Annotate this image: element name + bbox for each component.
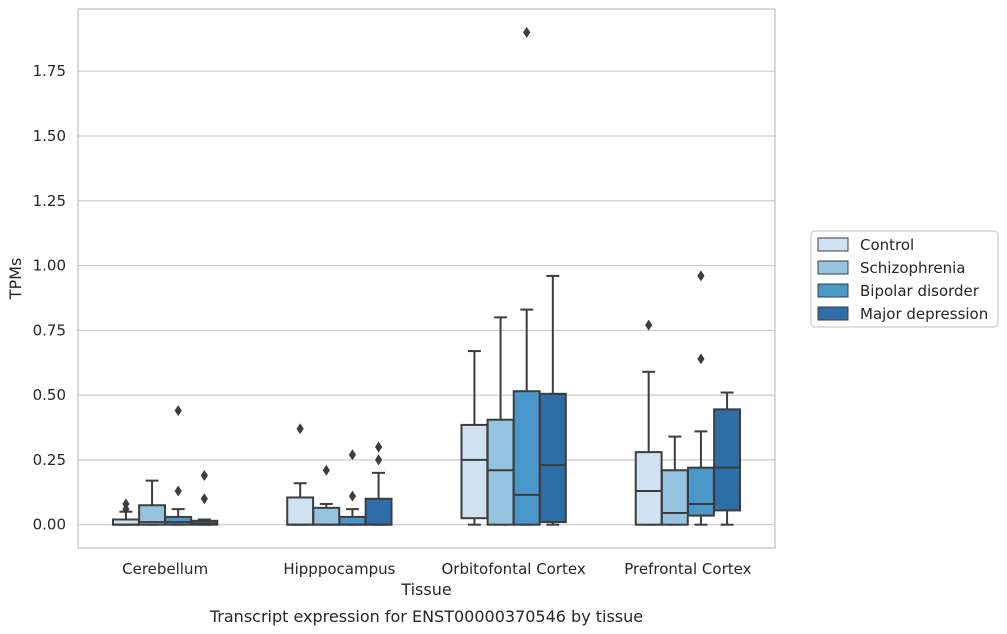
legend-label: Schizophrenia [860, 259, 965, 277]
gridlines [78, 70, 775, 526]
series-group [164, 26, 715, 526]
chart-caption: Transcript expression for ENST0000037054… [209, 607, 643, 626]
y-tick-label: 0.50 [33, 386, 66, 404]
box [138, 479, 166, 526]
legend-swatch [817, 260, 849, 275]
box-body [634, 451, 663, 526]
flier-point [645, 319, 653, 331]
box [190, 469, 219, 526]
legend-swatch [817, 237, 849, 252]
plot-border [77, 8, 776, 549]
x-tick-label: Prefrontal Cortex [624, 560, 751, 578]
y-tick-label: 0.00 [33, 516, 66, 534]
box-body [660, 469, 689, 526]
y-tick-label: 1.00 [33, 257, 66, 275]
legend: Control Schizophrenia Bipolar disorder Majo… [810, 230, 999, 328]
box [512, 26, 541, 526]
box [164, 405, 193, 526]
box-body [338, 515, 367, 526]
box-body [687, 466, 715, 517]
y-tick-label: 1.75 [33, 62, 66, 80]
box [286, 423, 315, 526]
legend-item: Schizophrenia [817, 259, 965, 277]
flier-point [374, 454, 383, 466]
box [312, 464, 341, 526]
flier-point [348, 449, 357, 461]
y-tick-label: 0.75 [33, 321, 66, 339]
flier-point [174, 485, 182, 497]
box-series [111, 26, 742, 526]
box-body [713, 408, 742, 512]
series-group [111, 319, 663, 526]
box [460, 350, 489, 526]
y-tick-label: 1.25 [33, 192, 66, 210]
x-axis-label: Tissue [400, 580, 451, 599]
flier-point [523, 26, 531, 38]
flier-point [296, 423, 304, 435]
x-tick-label: Orbitofontal Cortex [442, 560, 586, 578]
flier-point [122, 498, 130, 510]
legend-swatch [817, 283, 849, 298]
legend-label: Bipolar disorder [860, 282, 980, 300]
y-tick-label: 0.25 [33, 451, 66, 469]
box [660, 435, 689, 526]
flier-point [174, 405, 182, 417]
box-body [138, 504, 166, 526]
box [364, 441, 393, 526]
box-body [364, 497, 393, 526]
flier-point [697, 270, 705, 282]
box-body [312, 506, 341, 526]
flier-point [200, 493, 208, 505]
y-axis-ticks: 0.00 0.25 0.50 0.75 1.00 1.25 1.50 1.75 [33, 62, 66, 533]
flier-point [200, 469, 208, 481]
legend-label: Major depression [860, 305, 988, 323]
x-tick-label: Cerebellum [122, 560, 208, 578]
legend-swatch [817, 306, 849, 321]
legend-item: Bipolar disorder [817, 282, 980, 300]
box [486, 316, 515, 526]
box [111, 498, 140, 526]
legend-item: Major depression [817, 305, 988, 323]
box-body [538, 392, 567, 524]
box [687, 270, 715, 526]
box-body [460, 423, 489, 520]
box-body [164, 515, 193, 526]
y-axis-label: TPMs [6, 258, 25, 301]
box-body [286, 496, 315, 526]
legend-frame [810, 230, 999, 328]
series-group [138, 316, 689, 526]
y-tick-label: 1.50 [33, 127, 66, 145]
flier-point [348, 490, 357, 502]
box [338, 449, 367, 526]
box [713, 391, 742, 526]
plot-frame [77, 8, 776, 549]
x-axis-ticks: Cerebellum Hipppocampus Orbitofontal Corte… [122, 560, 751, 578]
flier-point [697, 353, 705, 365]
flier-point [374, 441, 383, 453]
legend-label: Control [860, 236, 914, 254]
x-tick-label: Hipppocampus [283, 560, 395, 578]
box-body [512, 390, 541, 526]
box-body [486, 418, 515, 526]
box [634, 319, 663, 526]
legend-item: Control [817, 236, 914, 254]
flier-point [322, 464, 330, 476]
series-group [190, 274, 742, 526]
box [538, 274, 567, 526]
